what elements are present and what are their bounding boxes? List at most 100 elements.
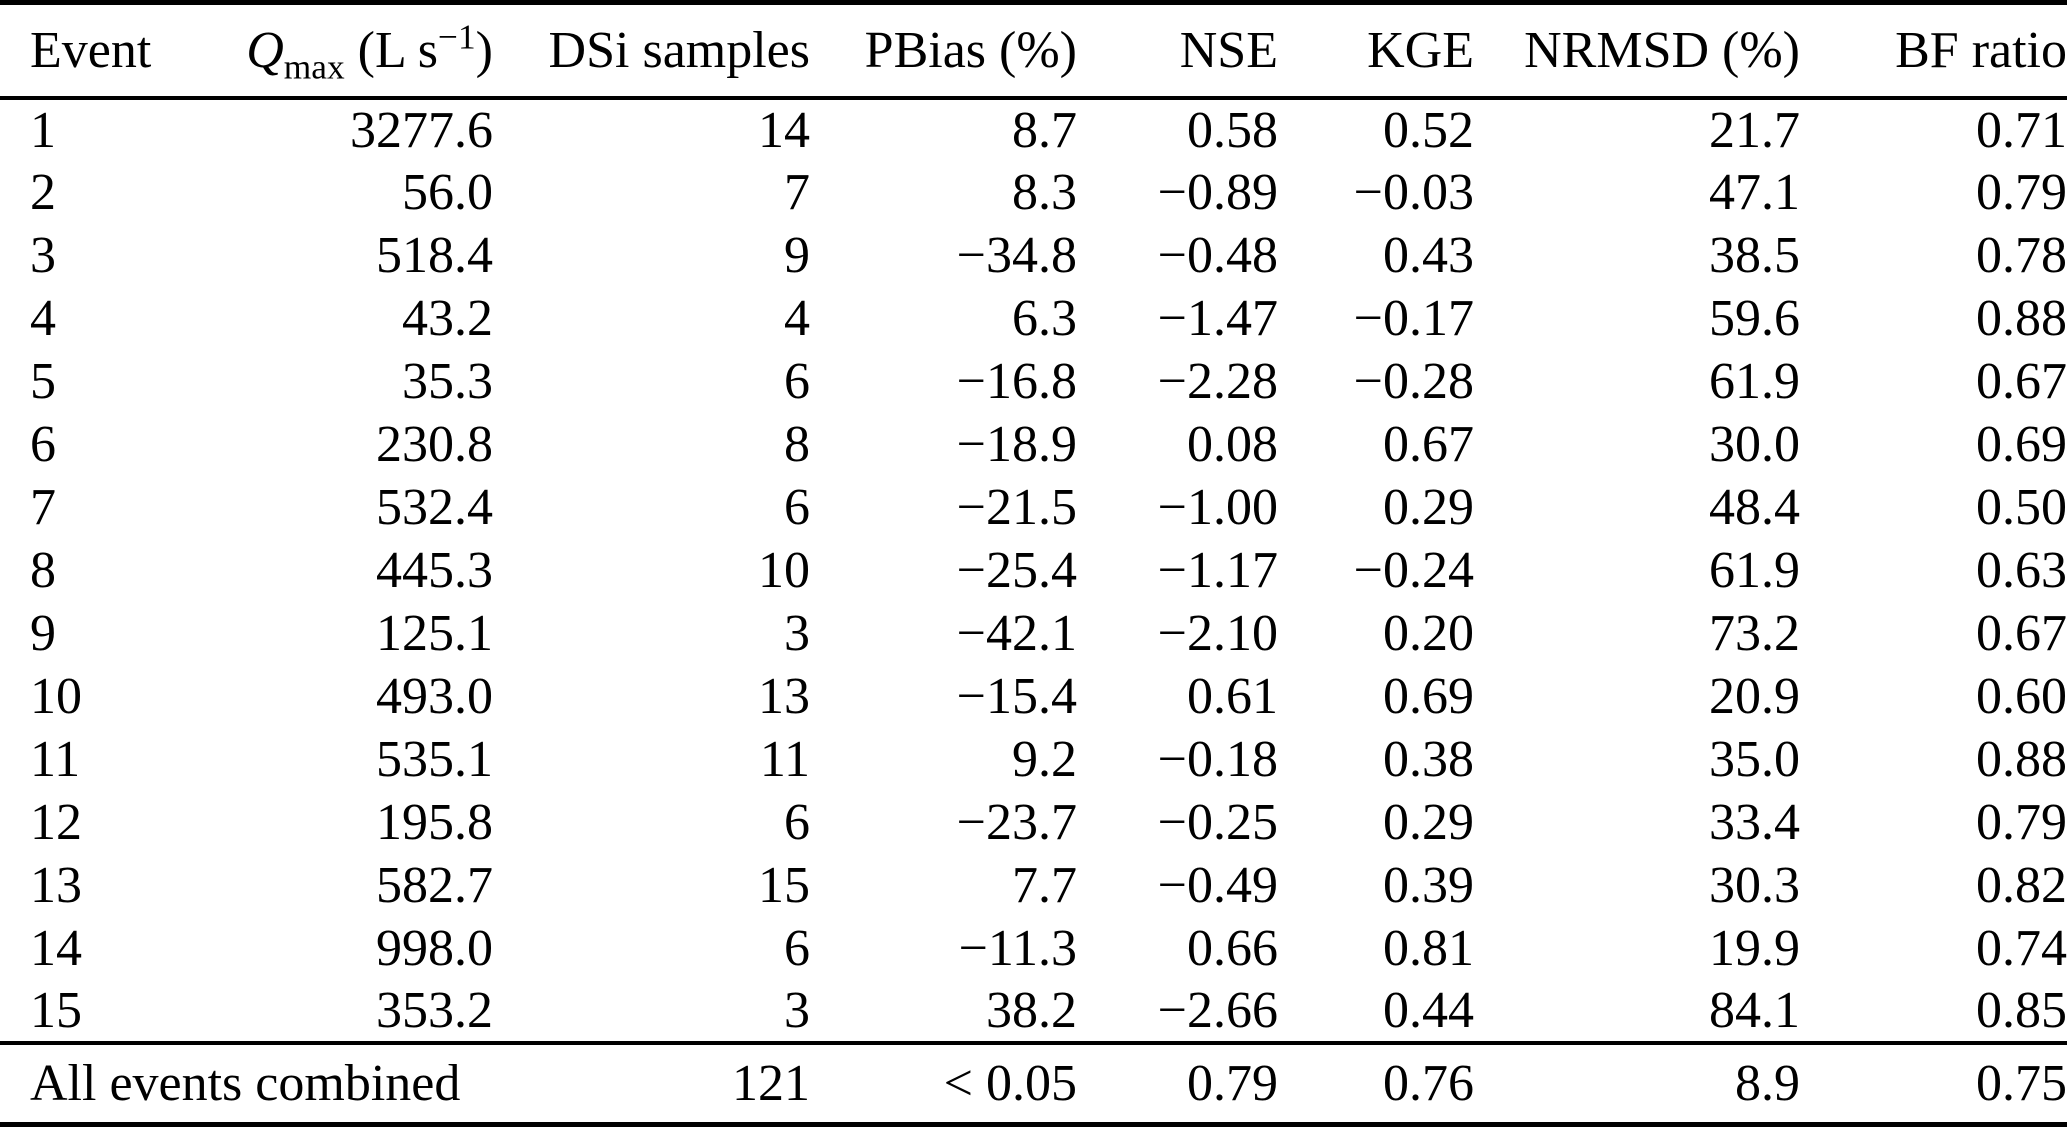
column-header-kge: KGE xyxy=(1278,2,1474,100)
cell-kge: −0.17 xyxy=(1353,289,1474,347)
cell-bf: 0.60 xyxy=(1976,667,2067,725)
cell-qmax: 56.0 xyxy=(402,163,493,221)
cell-pbias: −23.7 xyxy=(956,793,1077,851)
qmax-unit-close: ) xyxy=(475,21,493,79)
cell-pbias: 7.7 xyxy=(1012,856,1077,914)
table-row: 9 125.1 3 −42.1 −2.10 0.20 73.2 0.67 xyxy=(0,602,2067,665)
cell-kge: 0.81 xyxy=(1383,919,1474,977)
cell-bf: 0.74 xyxy=(1976,919,2067,977)
cell-nrmsd: 59.6 xyxy=(1709,289,1800,347)
cell-bf: 0.69 xyxy=(1976,415,2067,473)
cell-nse: 0.58 xyxy=(1187,101,1278,159)
cell-dsi: 13 xyxy=(758,667,810,725)
cell-dsi: 6 xyxy=(784,352,810,410)
cell-event: 8 xyxy=(30,541,56,599)
cell-kge: 0.29 xyxy=(1383,478,1474,536)
cell-nse: −1.17 xyxy=(1157,541,1278,599)
qmax-unit-exponent: −1 xyxy=(438,16,476,57)
cell-pbias: 6.3 xyxy=(1012,289,1077,347)
column-header-event: Event xyxy=(0,2,190,100)
cell-pbias: −11.3 xyxy=(958,919,1077,977)
cell-nse: −1.47 xyxy=(1157,289,1278,347)
cell-nse: −0.89 xyxy=(1157,163,1278,221)
cell-event: 11 xyxy=(30,730,81,788)
cell-dsi: 3 xyxy=(784,604,810,662)
cell-bf: 0.71 xyxy=(1976,101,2067,159)
cell-kge: 0.39 xyxy=(1383,856,1474,914)
cell-bf: 0.85 xyxy=(1976,981,2067,1039)
cell-pbias: −42.1 xyxy=(956,604,1077,662)
cell-qmax: 35.3 xyxy=(402,352,493,410)
cell-kge: 0.43 xyxy=(1383,226,1474,284)
table-row: 12 195.8 6 −23.7 −0.25 0.29 33.4 0.79 xyxy=(0,791,2067,854)
cell-pbias: −16.8 xyxy=(956,352,1077,410)
cell-qmax: 43.2 xyxy=(402,289,493,347)
summary-cell-kge: 0.76 xyxy=(1278,1040,1474,1127)
cell-bf: 0.79 xyxy=(1976,163,2067,221)
cell-qmax: 535.1 xyxy=(376,730,493,788)
cell-nrmsd: 73.2 xyxy=(1709,604,1800,662)
cell-nse: 0.61 xyxy=(1187,667,1278,725)
cell-bf: 0.88 xyxy=(1976,730,2067,788)
cell-nrmsd: 30.0 xyxy=(1709,415,1800,473)
table-row: 3 518.4 9 −34.8 −0.48 0.43 38.5 0.78 xyxy=(0,224,2067,287)
cell-nrmsd: 19.9 xyxy=(1709,919,1800,977)
column-header-qmax: Qmax (L s−1) xyxy=(190,2,493,100)
cell-pbias: 8.3 xyxy=(1012,163,1077,221)
cell-kge: 0.67 xyxy=(1383,415,1474,473)
qmax-subscript: max xyxy=(283,46,345,87)
cell-nse: −1.00 xyxy=(1157,478,1278,536)
cell-qmax: 582.7 xyxy=(376,856,493,914)
table-row: 1 3277.6 14 8.7 0.58 0.52 21.7 0.71 xyxy=(0,98,2067,161)
cell-event: 3 xyxy=(30,226,56,284)
cell-bf: 0.78 xyxy=(1976,226,2067,284)
cell-event: 14 xyxy=(30,919,82,977)
column-header-bf-ratio: BF ratio xyxy=(1800,2,2067,100)
table-row: 4 43.2 4 6.3 −1.47 −0.17 59.6 0.88 xyxy=(0,287,2067,350)
cell-event: 1 xyxy=(30,101,56,159)
cell-nrmsd: 30.3 xyxy=(1709,856,1800,914)
cell-event: 12 xyxy=(30,793,82,851)
table-row: 10 493.0 13 −15.4 0.61 0.69 20.9 0.60 xyxy=(0,665,2067,728)
qmax-symbol: Q xyxy=(246,21,284,79)
cell-qmax: 445.3 xyxy=(376,541,493,599)
cell-pbias: −21.5 xyxy=(956,478,1077,536)
cell-kge: 0.69 xyxy=(1383,667,1474,725)
summary-label: All events combined xyxy=(0,1040,493,1127)
cell-dsi: 11 xyxy=(759,730,810,788)
cell-nrmsd: 20.9 xyxy=(1709,667,1800,725)
cell-kge: 0.38 xyxy=(1383,730,1474,788)
column-header-dsi-samples: DSi samples xyxy=(493,2,810,100)
cell-bf: 0.50 xyxy=(1976,478,2067,536)
table-row: 13 582.7 15 7.7 −0.49 0.39 30.3 0.82 xyxy=(0,854,2067,917)
table-row: 14 998.0 6 −11.3 0.66 0.81 19.9 0.74 xyxy=(0,917,2067,980)
cell-bf: 0.67 xyxy=(1976,352,2067,410)
table-body: 1 3277.6 14 8.7 0.58 0.52 21.7 0.71 2 56.0 7 8.3 −0.… xyxy=(0,98,2067,1043)
cell-nse: −0.49 xyxy=(1157,856,1278,914)
table-row: 11 535.1 11 9.2 −0.18 0.38 35.0 0.88 xyxy=(0,728,2067,791)
cell-pbias: −18.9 xyxy=(956,415,1077,473)
cell-kge: −0.24 xyxy=(1353,541,1474,599)
summary-row: All events combined 121 < 0.05 0.79 0.76… xyxy=(0,1040,2067,1127)
cell-event: 2 xyxy=(30,163,56,221)
cell-kge: 0.29 xyxy=(1383,793,1474,851)
cell-qmax: 518.4 xyxy=(376,226,493,284)
header-row: Event Qmax (L s−1) DSi samples PBias (%)… xyxy=(0,2,2067,100)
cell-qmax: 532.4 xyxy=(376,478,493,536)
cell-event: 4 xyxy=(30,289,56,347)
table-row: 8 445.3 10 −25.4 −1.17 −0.24 61.9 0.63 xyxy=(0,539,2067,602)
cell-nrmsd: 35.0 xyxy=(1709,730,1800,788)
cell-qmax: 195.8 xyxy=(376,793,493,851)
table-row: 15 353.2 3 38.2 −2.66 0.44 84.1 0.85 xyxy=(0,980,2067,1043)
cell-event: 9 xyxy=(30,604,56,662)
cell-kge: 0.52 xyxy=(1383,101,1474,159)
cell-qmax: 493.0 xyxy=(376,667,493,725)
cell-pbias: −25.4 xyxy=(956,541,1077,599)
qmax-unit-open: (L s xyxy=(344,21,439,79)
cell-event: 10 xyxy=(30,667,82,725)
cell-pbias: −15.4 xyxy=(956,667,1077,725)
cell-nse: −2.10 xyxy=(1157,604,1278,662)
cell-pbias: 9.2 xyxy=(1012,730,1077,788)
cell-nse: −0.18 xyxy=(1157,730,1278,788)
cell-nrmsd: 61.9 xyxy=(1709,352,1800,410)
